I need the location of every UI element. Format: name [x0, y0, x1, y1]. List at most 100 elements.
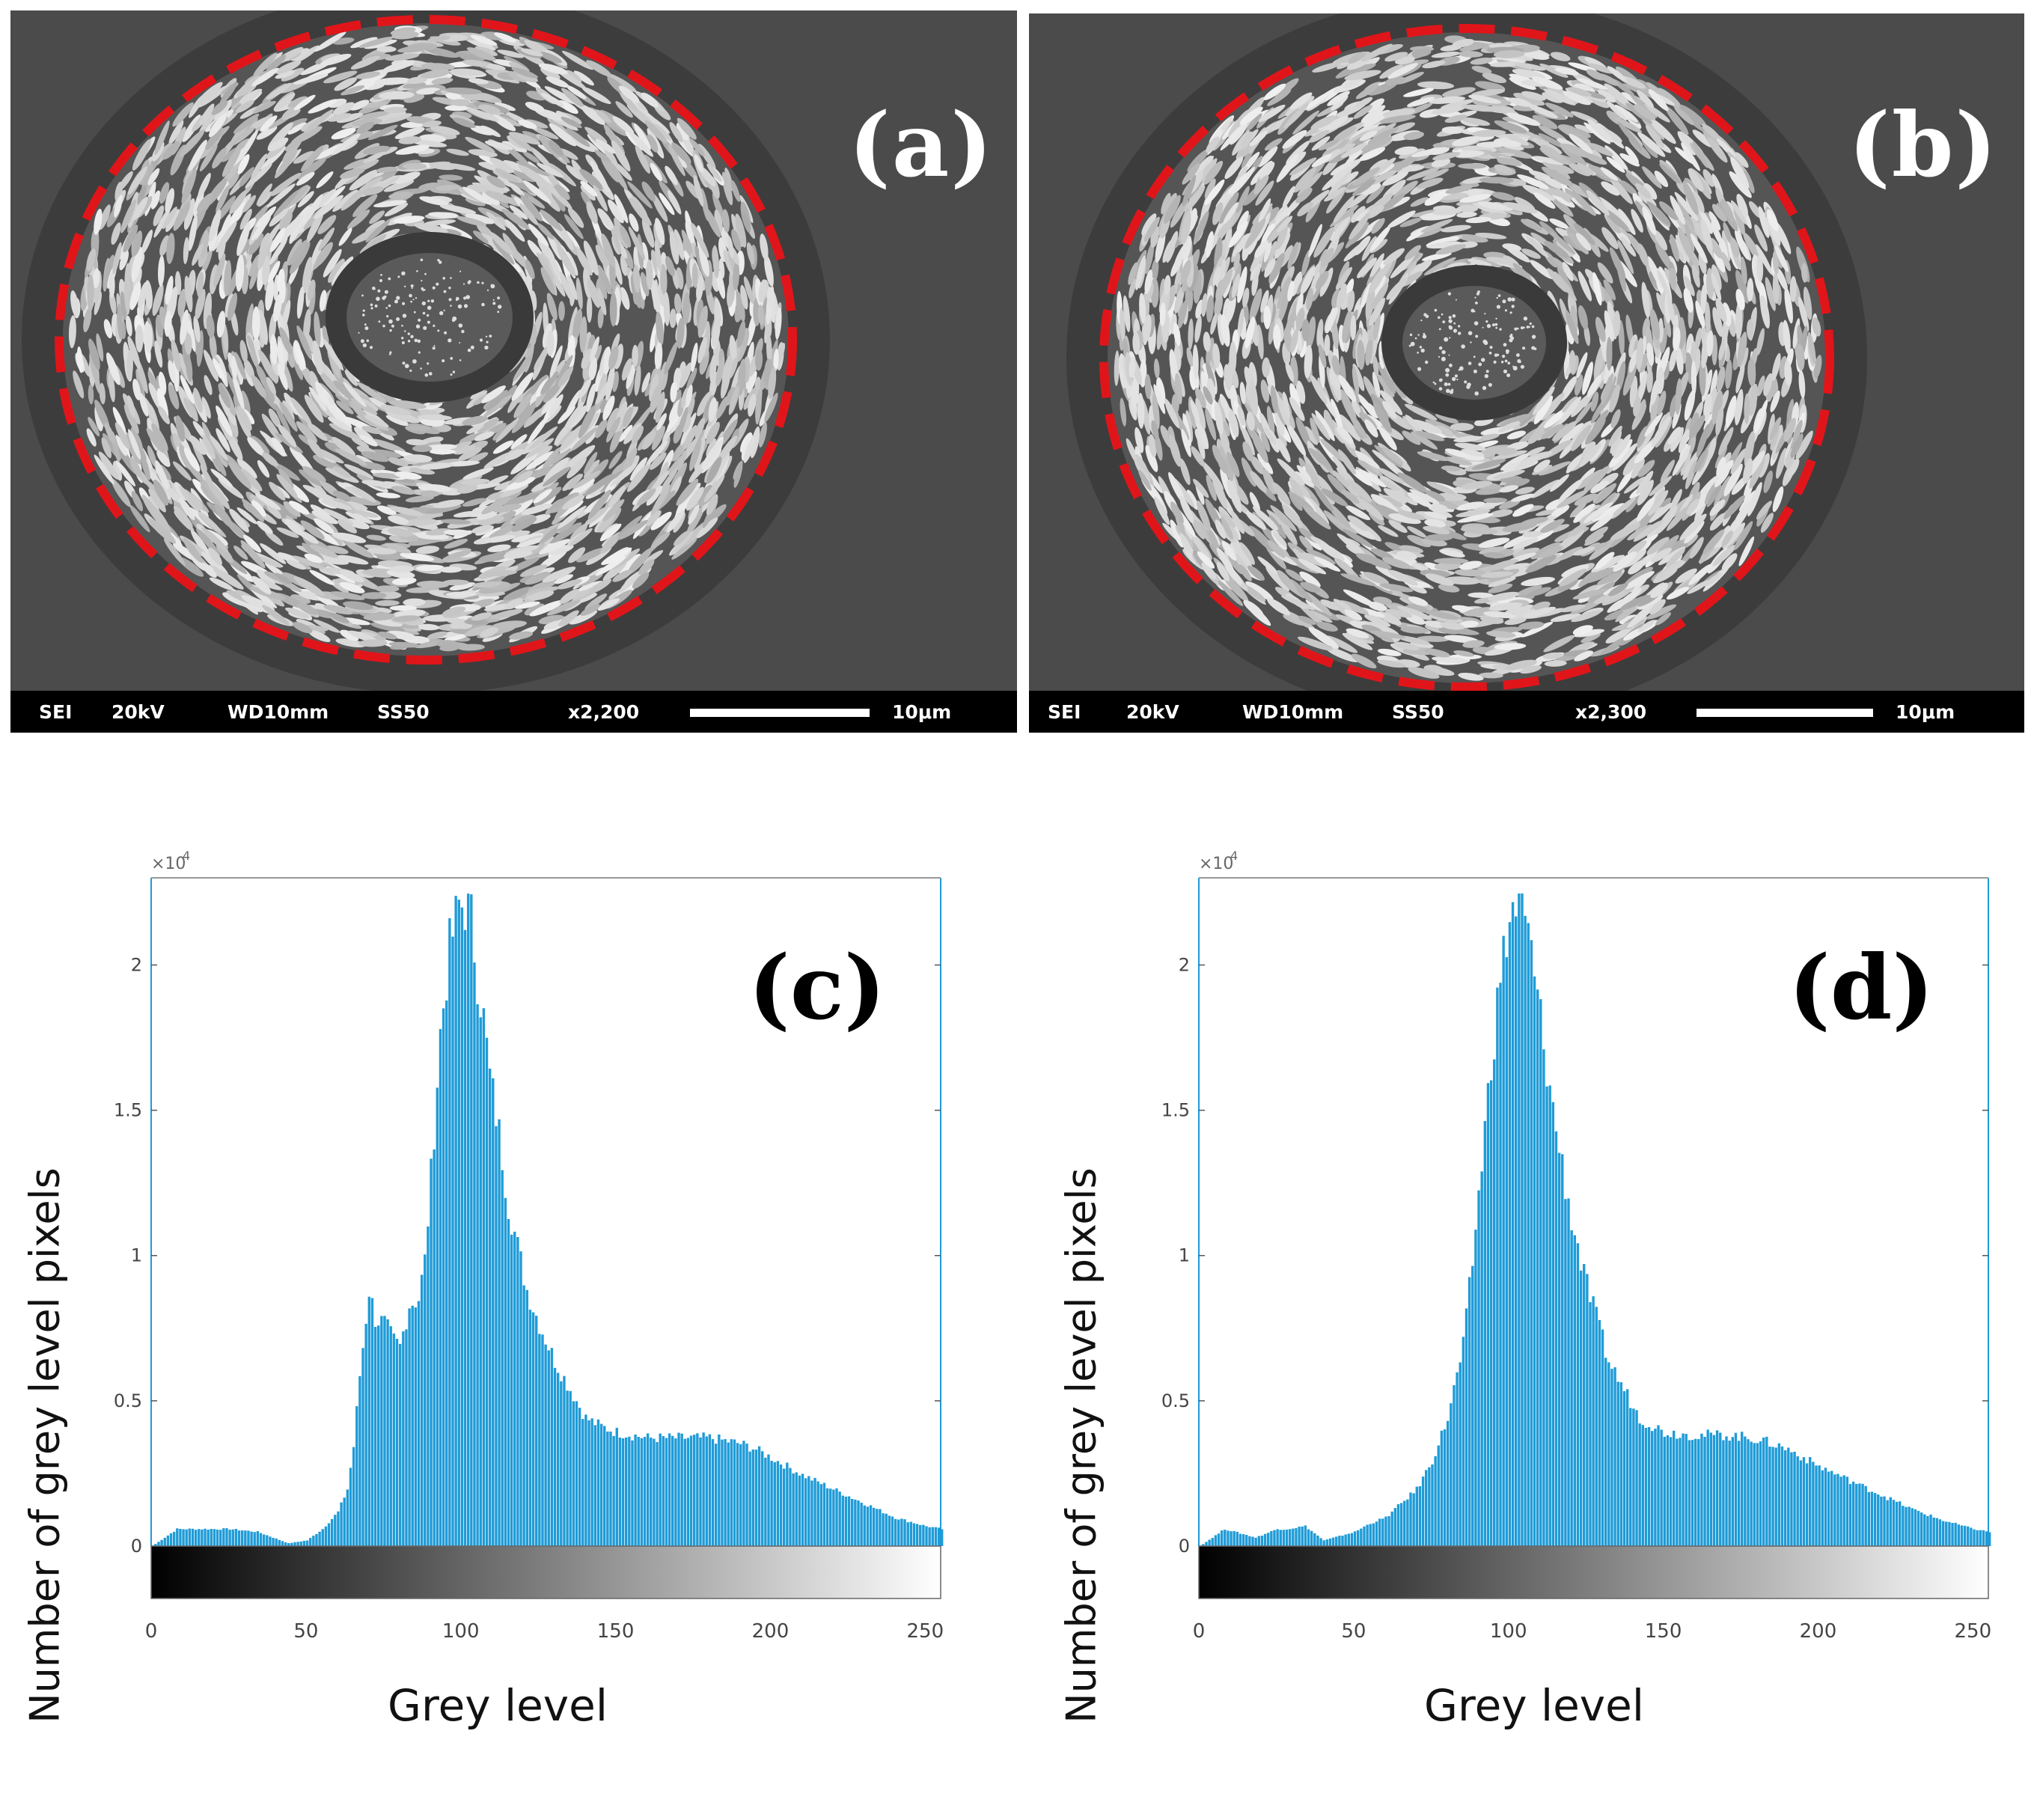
- histogram-bar: [1539, 999, 1542, 1546]
- panel-label-d: (d): [1789, 935, 1934, 1039]
- histogram-bar: [1524, 916, 1526, 1546]
- histogram-bar: [1843, 1475, 1845, 1546]
- histogram-bar: [1397, 1504, 1399, 1546]
- crater-center: [336, 242, 523, 392]
- histogram-bar: [603, 1426, 605, 1546]
- histogram-bar: [1868, 1492, 1870, 1546]
- histogram-bar: [1521, 894, 1523, 1546]
- histogram-bar: [1273, 1530, 1275, 1546]
- histogram-bar: [430, 1158, 432, 1546]
- histogram-bar: [1400, 1503, 1402, 1546]
- histogram-bar: [829, 1488, 831, 1546]
- histogram-bar: [774, 1462, 776, 1546]
- histogram-bar: [1985, 1531, 1988, 1546]
- histogram-bar: [798, 1476, 801, 1546]
- histogram-bar: [380, 1316, 382, 1546]
- histogram-bar: [1344, 1535, 1346, 1547]
- histogram-bar: [888, 1515, 891, 1546]
- histogram-bar: [581, 1419, 584, 1546]
- histogram-bar: [1384, 1517, 1387, 1546]
- histogram-bar: [548, 1350, 550, 1546]
- histogram-bar: [1694, 1439, 1696, 1546]
- histogram-bar: [473, 962, 475, 1546]
- histogram-bar: [1506, 957, 1508, 1546]
- sem-working-distance: WD10mm: [227, 701, 329, 723]
- histogram-bar: [600, 1424, 602, 1546]
- histogram-bar: [529, 1310, 531, 1546]
- histogram-bar: [1629, 1408, 1631, 1546]
- histogram-bar: [532, 1313, 534, 1546]
- histogram-bar: [1280, 1530, 1282, 1546]
- histogram-bar: [631, 1441, 633, 1546]
- histogram-bar: [421, 1274, 423, 1546]
- histogram-bar: [1307, 1530, 1310, 1546]
- histogram-bar: [427, 1227, 429, 1546]
- histogram-bar: [1741, 1432, 1743, 1546]
- histogram-bar: [1465, 1308, 1468, 1546]
- histogram-bar: [170, 1533, 172, 1546]
- x-tick-label: 200: [1800, 1620, 1837, 1643]
- histogram-bar: [1964, 1526, 1966, 1546]
- histogram-bar: [526, 1290, 528, 1546]
- histogram-bar: [826, 1488, 828, 1546]
- sem-spot-size: SS50: [377, 701, 430, 723]
- histogram-bar: [1387, 1516, 1390, 1546]
- histogram-bar: [325, 1527, 327, 1546]
- histogram-bar: [1896, 1502, 1898, 1546]
- histogram-bar: [922, 1525, 924, 1546]
- histogram-bar: [424, 1254, 426, 1546]
- histogram-bar: [1577, 1243, 1579, 1546]
- histogram-bar: [361, 1348, 364, 1546]
- histogram-bar: [1815, 1465, 1817, 1546]
- histogram-bar: [1499, 983, 1501, 1546]
- histogram-bar: [906, 1522, 908, 1546]
- histogram-bar: [644, 1437, 646, 1546]
- histogram-bar: [213, 1529, 216, 1546]
- histogram-bar: [507, 1219, 510, 1546]
- histogram-bar: [1444, 1429, 1446, 1546]
- histogram-bar: [1929, 1515, 1931, 1546]
- histogram-bar: [1703, 1437, 1705, 1546]
- histogram-bar: [1570, 1230, 1572, 1546]
- histogram-bar: [182, 1529, 184, 1546]
- histogram-bar: [436, 1087, 439, 1546]
- histogram-bar: [1332, 1538, 1334, 1546]
- histogram-bar: [903, 1519, 905, 1546]
- histogram-bar: [1493, 1060, 1495, 1546]
- histogram-bar: [1416, 1487, 1418, 1546]
- histogram-bar: [393, 1334, 395, 1546]
- histogram-bar: [1877, 1494, 1879, 1546]
- x-axis-label: Grey level: [0, 1680, 995, 1731]
- histogram-bar: [1855, 1484, 1857, 1546]
- histogram-bar: [368, 1297, 370, 1546]
- histogram-bar: [873, 1508, 875, 1546]
- histogram-bar: [1372, 1524, 1375, 1546]
- histogram-bar: [1833, 1474, 1836, 1546]
- histogram-bar: [1886, 1500, 1888, 1546]
- histogram-bar: [501, 1170, 504, 1546]
- histogram-bar: [1713, 1435, 1715, 1546]
- histogram-bar: [842, 1496, 844, 1546]
- histogram-bar: [932, 1527, 934, 1546]
- histogram-bar: [810, 1480, 813, 1546]
- histogram-bar: [1890, 1497, 1892, 1546]
- histogram-bar: [219, 1530, 222, 1546]
- histogram-bar: [718, 1435, 720, 1546]
- histogram-bar: [625, 1438, 627, 1546]
- histogram-bar: [1292, 1529, 1294, 1546]
- sem-info-bar-a: SEI 20kV WD10mm SS50 x2,200 10μm: [10, 691, 1017, 733]
- histogram-bar: [1803, 1457, 1805, 1546]
- histogram-bar: [845, 1497, 847, 1546]
- histogram-bar: [160, 1540, 162, 1546]
- histogram-bar: [1973, 1530, 1975, 1546]
- histogram-bar: [1732, 1437, 1734, 1546]
- x-tick-label: 150: [1645, 1620, 1682, 1643]
- histogram-bar: [1691, 1440, 1694, 1546]
- histogram-bar: [371, 1298, 373, 1546]
- x-tick-label: 100: [442, 1620, 480, 1643]
- histogram-bar: [1818, 1465, 1820, 1546]
- histogram-bar: [296, 1542, 299, 1546]
- histogram-bar: [554, 1368, 556, 1546]
- histogram-bar: [1502, 936, 1504, 1546]
- histogram-bar: [415, 1307, 417, 1546]
